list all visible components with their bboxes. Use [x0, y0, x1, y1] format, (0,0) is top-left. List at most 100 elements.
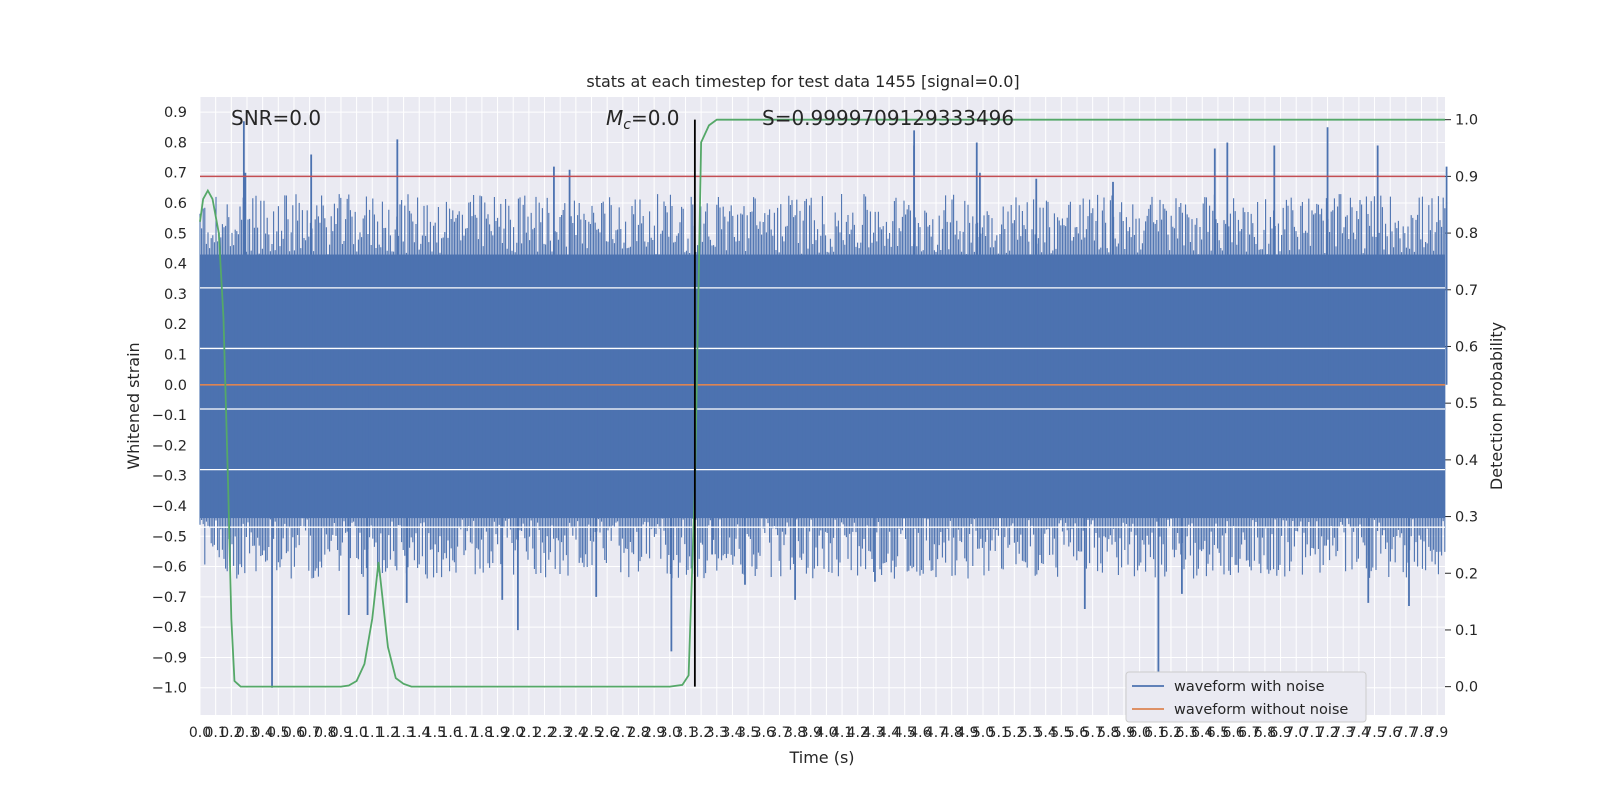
y-left-tick-label: −0.3: [152, 469, 187, 485]
legend-label-noise: waveform with noise: [1174, 679, 1325, 695]
x-tick-label: 0.7: [298, 725, 320, 741]
x-tick-label: 2.6: [596, 725, 618, 741]
x-tick-label: 5.4: [1035, 725, 1057, 741]
x-tick-label: 0.0: [189, 725, 211, 741]
x-tick-label: 4.1: [831, 725, 853, 741]
y-left-tick-label: −1.0: [152, 681, 187, 697]
x-tick-label: 1.0: [345, 725, 367, 741]
x-tick-label: 6.7: [1238, 725, 1260, 741]
y-left-tick-label: −0.7: [152, 590, 187, 606]
x-tick-label: 5.5: [1050, 725, 1072, 741]
x-tick-label: 5.6: [1066, 725, 1088, 741]
x-tick-label: 2.7: [612, 725, 634, 741]
x-tick-label: 5.9: [1113, 725, 1135, 741]
mc-symbol: M: [606, 106, 623, 130]
x-tick-label: 6.6: [1222, 725, 1244, 741]
y-left-tick-label: 0.6: [164, 196, 187, 212]
x-tick-label: 4.4: [878, 725, 900, 741]
x-tick-label: 1.8: [471, 725, 493, 741]
x-tick-label: 2.0: [502, 725, 524, 741]
y-right-axis-label: Detection probability: [1487, 322, 1506, 490]
x-tick-label: 3.4: [721, 725, 743, 741]
x-tick-label: 7.4: [1348, 725, 1370, 741]
x-tick-label: 2.3: [549, 725, 571, 741]
y-right-tick-label: 0.2: [1455, 566, 1478, 582]
y-left-tick-label: −0.5: [152, 529, 187, 545]
x-tick-label: 6.3: [1175, 725, 1197, 741]
detection-probability-line: [199, 118, 1445, 688]
x-tick-label: 5.8: [1097, 725, 1119, 741]
y-right-tick-label: 1.0: [1455, 113, 1478, 129]
x-tick-label: 1.5: [424, 725, 446, 741]
s-annotation: S=0.9999709129333496: [762, 106, 1014, 130]
x-tick-label: 3.0: [659, 725, 681, 741]
x-tick-label: 4.6: [909, 725, 931, 741]
x-tick-label: 7.2: [1316, 725, 1338, 741]
y-right-tick-label: 0.5: [1455, 396, 1478, 412]
x-tick-label: 5.2: [1003, 725, 1025, 741]
y-right-tick-labels: 0.0 0.1 0.2 0.3 0.4 0.5 0.6 0.7 0.8 0.9 1.0: [1445, 113, 1478, 696]
y-left-tick-label: 0.8: [164, 135, 187, 151]
y-left-tick-label: 0.0: [164, 378, 187, 394]
x-tick-label: 7.8: [1410, 725, 1432, 741]
y-left-tick-label: −0.6: [152, 560, 187, 576]
x-tick-label: 7.6: [1379, 725, 1401, 741]
y-left-tick-label: −0.9: [152, 650, 187, 666]
y-left-tick-label: 0.3: [164, 287, 187, 303]
x-tick-label: 2.4: [565, 725, 587, 741]
x-tick-label: 6.0: [1128, 725, 1150, 741]
x-tick-label: 0.5: [267, 725, 289, 741]
noise-jitter: [199, 193, 1446, 579]
x-tick-label: 4.3: [862, 725, 884, 741]
x-tick-label: 3.2: [690, 725, 712, 741]
x-tick-label: 6.2: [1160, 725, 1182, 741]
x-tick-label: 1.7: [455, 725, 477, 741]
x-tick-label: 2.2: [533, 725, 555, 741]
x-tick-label: 5.3: [1019, 725, 1041, 741]
x-tick-label: 1.6: [439, 725, 461, 741]
x-tick-label: 1.1: [361, 725, 383, 741]
y-left-tick-label: −0.1: [152, 408, 187, 424]
y-left-tick-label: 0.2: [164, 317, 187, 333]
x-tick-label: 7.7: [1395, 725, 1417, 741]
x-tick-label: 0.8: [314, 725, 336, 741]
y-left-tick-label: −0.2: [152, 438, 187, 454]
x-tick-label: 3.8: [784, 725, 806, 741]
x-tick-label: 6.1: [1144, 725, 1166, 741]
x-tick-label: 6.9: [1269, 725, 1291, 741]
x-tick-label: 0.6: [283, 725, 305, 741]
x-tick-label: 7.5: [1363, 725, 1385, 741]
x-tick-label: 4.7: [925, 725, 947, 741]
y-right-tick-label: 0.7: [1455, 283, 1478, 299]
x-tick-label: 4.0: [815, 725, 837, 741]
x-tick-label: 3.7: [768, 725, 790, 741]
x-tick-label: 2.8: [627, 725, 649, 741]
y-right-tick-label: 0.6: [1455, 339, 1478, 355]
white-grid-overlay: [200, 287, 1445, 528]
mc-subscript: c: [623, 117, 631, 133]
y-left-tick-label: 0.1: [164, 348, 187, 364]
x-tick-label: 4.8: [941, 725, 963, 741]
mc-annotation: Mc=0.0: [606, 106, 680, 133]
y-right-tick-label: 0.1: [1455, 623, 1478, 639]
legend-label-clean: waveform without noise: [1174, 702, 1348, 718]
x-tick-label: 2.5: [580, 725, 602, 741]
x-tick-label: 1.2: [377, 725, 399, 741]
x-tick-label: 5.1: [988, 725, 1010, 741]
x-tick-label: 7.9: [1426, 725, 1448, 741]
x-tick-label: 5.7: [1082, 725, 1104, 741]
x-tick-label: 3.9: [800, 725, 822, 741]
x-tick-label: 2.1: [518, 725, 540, 741]
x-tick-label: 2.9: [643, 725, 665, 741]
y-right-tick-label: 0.4: [1455, 453, 1478, 469]
x-tick-label: 6.8: [1254, 725, 1276, 741]
y-left-tick-labels: −1.0 −0.9 −0.8 −0.7 −0.6 −0.5 −0.4 −0.3 −0.2 −0.1…: [152, 105, 187, 697]
y-right-tick-label: 0.3: [1455, 510, 1478, 526]
x-tick-label: 4.5: [894, 725, 916, 741]
x-tick-label: 3.3: [706, 725, 728, 741]
y-left-tick-label: 0.5: [164, 226, 187, 242]
x-tick-labels: 0.00.10.20.30.40.50.60.70.80.91.01.11.21…: [189, 725, 1448, 741]
y-left-tick-label: 0.7: [164, 166, 187, 182]
noise-spikes: [242, 121, 1448, 688]
